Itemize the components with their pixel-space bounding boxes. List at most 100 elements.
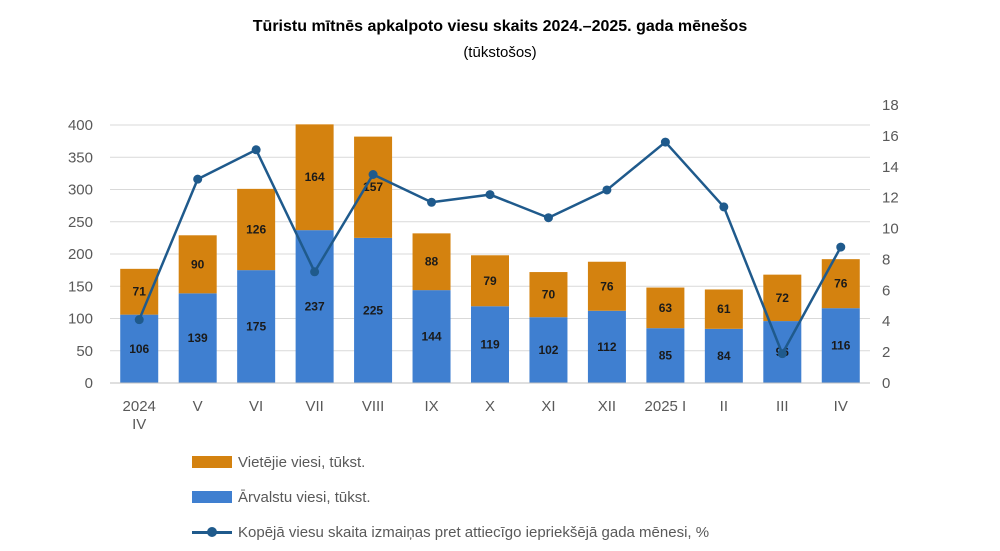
change-point (251, 145, 261, 155)
y-tick-label: 300 (68, 182, 93, 199)
change-point (134, 315, 144, 325)
data-label-foreign: 112 (597, 340, 617, 354)
change-point (660, 137, 670, 147)
bar-domestic (704, 289, 743, 329)
legend-swatch-foreign (192, 491, 232, 503)
x-tick-label: IV (834, 398, 848, 415)
bar-domestic (471, 255, 509, 307)
bar-domestic (821, 259, 860, 309)
x-tick-label: 2025 I (645, 398, 687, 415)
legend-swatch-change (192, 526, 232, 538)
legend-label-foreign: Ārvalstu viesi, tūkst. (238, 488, 371, 506)
change-point (485, 190, 495, 200)
x-tick-label: IV (132, 416, 146, 433)
bar-foreign (471, 306, 509, 383)
legend-item-foreign: Ārvalstu viesi, tūkst. (192, 487, 709, 507)
data-label-domestic: 88 (425, 255, 439, 269)
data-label-foreign: 85 (659, 349, 673, 363)
data-label-foreign: 106 (129, 342, 149, 356)
data-label-foreign: 144 (422, 330, 442, 344)
y2-tick-label: 0 (882, 375, 890, 392)
data-label-domestic: 72 (776, 291, 790, 305)
data-label-foreign: 116 (831, 339, 851, 353)
y2-tick-label: 6 (882, 282, 890, 299)
left-y-axis: 0 50 100 150 200 250 300 350 400 (68, 117, 93, 392)
y-tick-label: 250 (68, 214, 93, 231)
x-tick-label: VIII (362, 398, 385, 415)
y2-tick-label: 8 (882, 251, 890, 268)
x-tick-label: 2024 (123, 398, 156, 415)
data-label-foreign: 102 (538, 343, 558, 357)
y2-tick-label: 4 (882, 313, 890, 330)
data-label-domestic: 79 (483, 274, 497, 288)
x-tick-label: XI (541, 398, 555, 415)
change-point (368, 170, 378, 179)
legend: Vietējie viesi, tūkst. Ārvalstu viesi, t… (192, 452, 709, 542)
change-point (427, 197, 437, 207)
change-point (602, 185, 612, 195)
bar-domestic (529, 272, 568, 318)
bar-foreign (646, 328, 685, 383)
data-label-domestic: 164 (305, 170, 325, 184)
x-tick-label: V (193, 398, 203, 415)
legend-swatch-domestic (192, 456, 232, 468)
bar-domestic (412, 233, 451, 291)
bar-foreign (237, 270, 276, 383)
data-label-domestic: 76 (600, 279, 614, 293)
bar-foreign (587, 310, 626, 383)
bar-foreign (412, 290, 451, 383)
data-label-domestic: 61 (717, 302, 731, 316)
bar-domestic (354, 136, 393, 238)
bar-domestic (237, 188, 276, 271)
data-label-foreign: 225 (363, 303, 383, 317)
line-series (134, 137, 846, 359)
x-tick-label: III (776, 398, 789, 415)
legend-label-domestic: Vietējie viesi, tūkst. (238, 453, 366, 471)
change-point (543, 213, 553, 223)
bar-series (120, 124, 860, 383)
x-tick-label: VII (305, 398, 323, 415)
bar-foreign (295, 230, 334, 383)
chart-title: Tūristu mītnēs apkalpoto viesu skaits 20… (252, 18, 748, 35)
data-label-foreign: 175 (246, 320, 266, 334)
bar-foreign (178, 293, 217, 383)
data-label-domestic: 126 (246, 222, 266, 236)
x-tick-label: IX (424, 398, 438, 415)
change-point (719, 202, 729, 212)
x-tick-label: X (485, 398, 495, 415)
bar-domestic (587, 261, 626, 311)
data-label-domestic: 71 (133, 285, 147, 299)
bar-foreign (821, 308, 860, 383)
data-label-domestic: 70 (542, 288, 556, 302)
right-y-axis: 0 2 4 6 8 10 12 14 16 18 (882, 97, 899, 392)
y-tick-label: 0 (85, 375, 93, 392)
y-tick-label: 50 (76, 343, 93, 360)
data-label-domestic: 63 (659, 301, 673, 315)
y-tick-label: 100 (68, 311, 93, 328)
bar-foreign (354, 237, 393, 383)
data-label-foreign: 119 (480, 338, 500, 352)
legend-item-change: Kopējā viesu skaita izmaiņas pret attiec… (192, 522, 709, 542)
x-tick-label: II (720, 398, 728, 415)
change-point (310, 267, 320, 277)
bar-domestic (178, 235, 217, 294)
bar-foreign (529, 317, 568, 383)
change-point (193, 174, 203, 184)
legend-label-change: Kopējā viesu skaita izmaiņas pret attiec… (238, 523, 710, 541)
change-point (777, 349, 787, 359)
bar-foreign (704, 328, 743, 383)
y2-tick-label: 12 (882, 190, 899, 207)
bar-domestic (295, 124, 334, 231)
data-label-domestic: 90 (191, 257, 205, 271)
bar-foreign (120, 314, 159, 383)
y2-tick-label: 18 (882, 97, 899, 114)
bar-domestic (646, 287, 685, 329)
y2-tick-label: 16 (882, 128, 899, 145)
data-label-domestic: 76 (834, 277, 848, 291)
data-label-foreign: 139 (188, 331, 208, 345)
y-tick-label: 150 (68, 278, 93, 295)
y2-tick-label: 2 (882, 344, 890, 361)
chart-subtitle: (tūkstošos) (463, 44, 537, 61)
y-tick-label: 400 (68, 117, 93, 134)
